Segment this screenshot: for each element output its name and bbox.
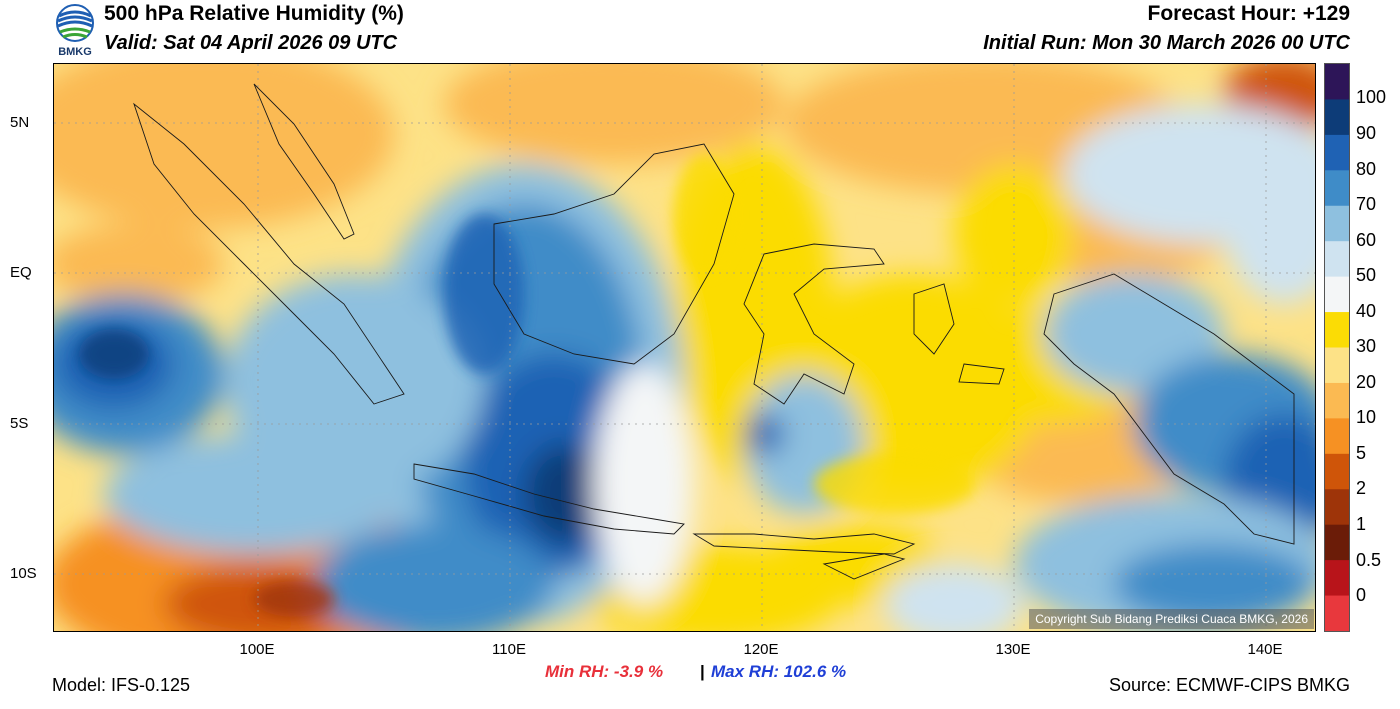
colorbar-label-20: 20 bbox=[1356, 372, 1377, 392]
colorbar-label-10: 10 bbox=[1356, 407, 1377, 427]
colorbar-label-100: 100 bbox=[1356, 87, 1387, 107]
data-source: Source: ECMWF-CIPS BMKG bbox=[1108, 675, 1350, 695]
stats-separator: | bbox=[700, 662, 705, 681]
colorbar-swatch bbox=[1325, 276, 1349, 313]
colorbar-swatch bbox=[1325, 347, 1349, 384]
lon-label-120e: 120E bbox=[743, 641, 779, 658]
colorbar-label-30: 30 bbox=[1356, 336, 1377, 356]
lon-label-140e: 140E bbox=[1247, 641, 1283, 658]
colorbar-label-5: 5 bbox=[1356, 443, 1367, 463]
colorbar-label-0-5: 0.5 bbox=[1356, 550, 1382, 570]
colorbar-swatch bbox=[1325, 134, 1349, 171]
lon-label-110e: 110E bbox=[492, 641, 526, 658]
colorbar-label-60: 60 bbox=[1356, 230, 1377, 250]
colorbar-swatch bbox=[1325, 205, 1349, 242]
colorbar-label-2: 2 bbox=[1356, 478, 1367, 498]
humidity-map[interactable] bbox=[53, 63, 1316, 632]
coastlines bbox=[133, 83, 1295, 580]
copyright-notice: Copyright Sub Bidang Prediksi Cuaca BMKG… bbox=[1029, 609, 1314, 629]
min-rh: Min RH: -3.9 % bbox=[545, 662, 664, 681]
colorbar-swatch bbox=[1325, 453, 1349, 490]
lat-label-5s: 5S bbox=[10, 415, 29, 432]
colorbar-label-0: 0 bbox=[1356, 585, 1367, 605]
colorbar-label-90: 90 bbox=[1356, 123, 1377, 143]
lat-label-eq: EQ bbox=[10, 264, 32, 281]
colorbar-label-1: 1 bbox=[1356, 514, 1367, 534]
model-name: Model: IFS-0.125 bbox=[52, 675, 191, 695]
bmkg-logo: BMKG bbox=[52, 2, 98, 58]
colorbar-swatch bbox=[1325, 524, 1349, 561]
forecast-hour: Forecast Hour: +129 bbox=[1147, 2, 1351, 25]
colorbar-swatch bbox=[1325, 170, 1349, 207]
lon-label-130e: 130E bbox=[995, 641, 1031, 658]
lon-label-100e: 100E bbox=[239, 641, 275, 658]
colorbar-swatch bbox=[1325, 489, 1349, 526]
logo-text: BMKG bbox=[58, 46, 92, 58]
colorbar-swatch bbox=[1325, 312, 1349, 348]
colorbar-swatch bbox=[1325, 560, 1349, 597]
colorbar-swatch bbox=[1325, 595, 1349, 632]
colorbar-swatch bbox=[1325, 99, 1349, 136]
initial-run: Initial Run: Mon 30 March 2026 00 UTC bbox=[983, 32, 1350, 54]
graticule bbox=[54, 64, 1315, 631]
colorbar-swatch bbox=[1325, 382, 1349, 419]
colorbar-swatch bbox=[1325, 241, 1349, 278]
chart-title: 500 hPa Relative Humidity (%) bbox=[104, 2, 404, 25]
colorbar-label-80: 80 bbox=[1356, 159, 1377, 179]
colorbar-label-50: 50 bbox=[1356, 265, 1377, 285]
colorbar-swatch bbox=[1325, 64, 1349, 100]
max-rh: Max RH: 102.6 % bbox=[711, 662, 847, 681]
colorbar-swatches bbox=[1325, 64, 1349, 632]
colorbar-label-40: 40 bbox=[1356, 301, 1377, 321]
lat-label-5n: 5N bbox=[10, 114, 30, 131]
humidity-field bbox=[54, 64, 1315, 631]
colorbar-swatch bbox=[1325, 418, 1349, 455]
valid-time: Valid: Sat 04 April 2026 09 UTC bbox=[104, 32, 398, 54]
colorbar bbox=[1324, 63, 1350, 632]
lat-label-10s: 10S bbox=[10, 565, 37, 582]
colorbar-label-70: 70 bbox=[1356, 194, 1377, 214]
